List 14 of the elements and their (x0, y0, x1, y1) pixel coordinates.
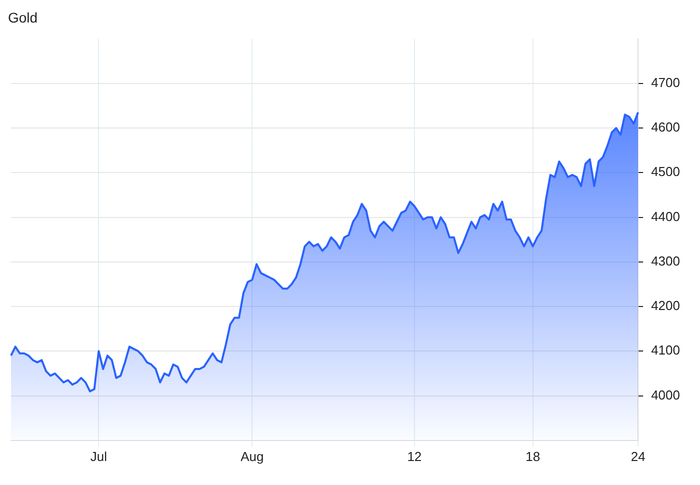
x-tick-label: 18 (526, 448, 540, 464)
y-tick-label: 4200 (651, 298, 680, 314)
y-tick-label: 4500 (651, 164, 680, 180)
y-tick-label: 4100 (651, 342, 680, 358)
chart-title: Gold (8, 9, 38, 26)
y-tick-label: 4000 (651, 387, 680, 402)
y-tick-label: 4300 (651, 253, 680, 268)
y-tick-label: 4600 (651, 120, 680, 135)
x-tick-label: 12 (407, 448, 422, 464)
y-tick-label: 4700 (651, 75, 680, 90)
x-tick-label: Jul (90, 448, 108, 464)
x-tick-label: Aug (240, 448, 264, 464)
x-tick-label: 24 (630, 448, 646, 464)
y-tick-label: 4400 (651, 208, 680, 224)
